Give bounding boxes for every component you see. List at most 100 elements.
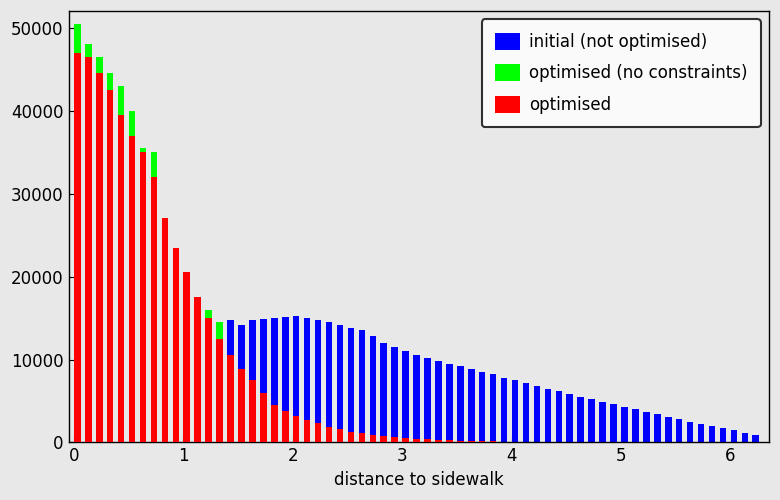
Bar [566, 394, 573, 442]
Bar [151, 324, 158, 442]
Bar [194, 318, 201, 442]
Bar [370, 439, 376, 442]
Bar [676, 419, 682, 442]
Bar [654, 414, 661, 442]
Bar [304, 432, 310, 442]
Bar [96, 56, 102, 442]
Bar [424, 358, 431, 442]
Bar [304, 318, 310, 442]
Bar [599, 402, 606, 442]
Bar [348, 432, 354, 442]
Bar [392, 437, 398, 442]
Bar [271, 405, 278, 442]
Bar [348, 438, 354, 442]
Bar [194, 324, 201, 442]
Bar [687, 422, 693, 442]
Bar [129, 136, 136, 442]
Bar [238, 397, 245, 442]
Bar [523, 382, 530, 442]
Bar [424, 441, 431, 442]
Bar [359, 438, 365, 442]
Bar [85, 322, 91, 442]
Bar [107, 74, 113, 442]
Bar [326, 436, 332, 442]
Bar [337, 429, 343, 442]
Bar [709, 426, 715, 442]
Bar [402, 438, 409, 442]
Bar [238, 370, 245, 442]
Bar [249, 320, 256, 442]
Bar [85, 44, 91, 442]
Legend: initial (not optimised), optimised (no constraints), optimised: initial (not optimised), optimised (no c… [482, 20, 760, 128]
Bar [643, 412, 650, 442]
Bar [315, 434, 321, 442]
Bar [490, 374, 496, 442]
Bar [293, 416, 300, 442]
Bar [227, 360, 234, 442]
Bar [731, 430, 737, 442]
Bar [665, 417, 672, 442]
Bar [446, 364, 452, 442]
Bar [337, 436, 343, 442]
Bar [632, 410, 639, 442]
Bar [151, 177, 158, 442]
Bar [260, 319, 267, 442]
Bar [468, 370, 474, 442]
Bar [151, 152, 158, 442]
Bar [183, 272, 190, 442]
Bar [742, 432, 748, 442]
Bar [118, 86, 124, 443]
Bar [172, 322, 179, 442]
Bar [698, 424, 704, 442]
Bar [359, 434, 365, 442]
Bar [424, 439, 431, 442]
Bar [260, 392, 267, 442]
Bar [107, 326, 113, 442]
Bar [577, 397, 584, 442]
Bar [326, 426, 332, 442]
Bar [392, 347, 398, 442]
Bar [435, 441, 441, 442]
Bar [381, 343, 387, 442]
Bar [359, 330, 365, 442]
Bar [96, 74, 102, 442]
Bar [161, 218, 168, 442]
Bar [293, 316, 300, 442]
Bar [249, 405, 256, 442]
Bar [172, 248, 179, 442]
Bar [413, 356, 420, 442]
Bar [172, 256, 179, 442]
Bar [205, 318, 212, 442]
Bar [183, 326, 190, 442]
Bar [107, 90, 113, 443]
Bar [140, 152, 147, 442]
Bar [446, 440, 452, 442]
Bar [205, 328, 212, 442]
Bar [205, 310, 212, 442]
Bar [85, 56, 91, 442]
Bar [413, 441, 420, 442]
Bar [118, 115, 124, 442]
Bar [194, 298, 201, 442]
Bar [129, 326, 136, 442]
Bar [216, 322, 223, 442]
Bar [753, 435, 759, 442]
Bar [534, 386, 541, 442]
Bar [370, 336, 376, 442]
Bar [96, 324, 102, 442]
Bar [271, 318, 278, 442]
Bar [381, 436, 387, 442]
Bar [326, 322, 332, 442]
Bar [435, 361, 441, 442]
Bar [621, 407, 628, 442]
Bar [413, 438, 420, 442]
Bar [249, 380, 256, 442]
Bar [304, 420, 310, 442]
Bar [271, 422, 278, 442]
Bar [468, 441, 474, 442]
Bar [227, 356, 234, 442]
Bar [457, 440, 463, 442]
Bar [501, 378, 507, 442]
X-axis label: distance to sidewalk: distance to sidewalk [334, 471, 504, 489]
Bar [260, 414, 267, 442]
